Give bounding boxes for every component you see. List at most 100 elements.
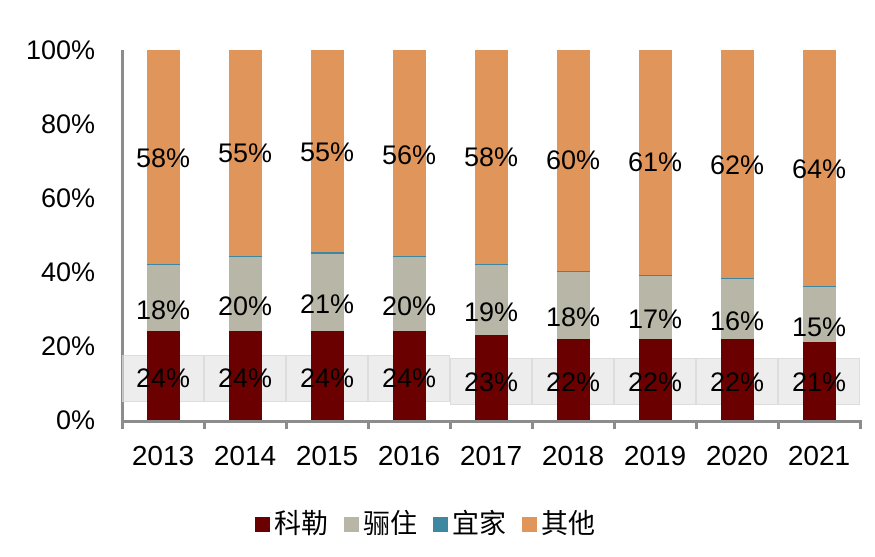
x-tick-mark (777, 420, 780, 429)
bar-segment-骊住 (556, 272, 590, 339)
bar-segment-宜家 (802, 285, 836, 287)
x-tick-label: 2018 (541, 440, 605, 471)
y-tick-label: 0% (55, 405, 95, 435)
bar-segment-科勒 (556, 338, 590, 420)
bar-segment-骊住 (802, 286, 836, 343)
data-label-科勒: 21% (791, 367, 847, 397)
bar-segment-宜家 (310, 252, 344, 254)
x-tick-mark (449, 420, 452, 429)
bar-segment-其他 (392, 50, 426, 257)
data-label-其他: 64% (791, 154, 847, 184)
y-tick-label: 100% (25, 35, 95, 65)
bar-2021 (802, 50, 836, 420)
x-tick-label: 2013 (131, 440, 195, 471)
bar-segment-宜家 (228, 256, 262, 258)
bar-segment-骊住 (310, 253, 344, 332)
data-label-骊住: 16% (709, 306, 765, 336)
data-label-骊住: 18% (545, 302, 601, 333)
data-label-其他: 56% (381, 140, 437, 170)
bar-2017 (474, 50, 508, 420)
bar-segment-其他 (638, 50, 672, 275)
y-axis-line (121, 50, 124, 422)
bar-segment-其他 (802, 50, 836, 286)
bar-segment-其他 (556, 50, 590, 271)
x-tick-mark (367, 420, 370, 429)
y-tick-label: 20% (40, 331, 95, 361)
data-label-科勒: 24% (135, 363, 191, 393)
data-label-其他: 55% (217, 138, 273, 168)
x-tick-label: 2019 (623, 440, 687, 471)
x-tick-mark (531, 420, 534, 429)
bar-segment-科勒 (228, 331, 262, 420)
bar-segment-宜家 (556, 270, 590, 272)
data-label-其他: 58% (463, 142, 519, 172)
x-tick-label: 2020 (705, 440, 769, 471)
bar-2019 (638, 50, 672, 420)
x-tick-label: 2015 (295, 440, 359, 471)
bar-segment-骊住 (392, 257, 426, 332)
data-label-骊住: 20% (381, 291, 437, 322)
bar-segment-科勒 (392, 331, 426, 420)
data-label-科勒: 22% (545, 367, 601, 397)
data-label-骊住: 17% (627, 304, 683, 335)
x-tick-mark (695, 420, 698, 429)
legend-label: 骊住 (363, 509, 417, 539)
bar-segment-科勒 (802, 342, 836, 420)
legend-label: 其他 (541, 509, 595, 539)
legend-item: 宜家 (433, 508, 506, 540)
bar-segment-骊住 (720, 279, 754, 339)
data-label-其他: 62% (709, 150, 765, 180)
bar-segment-科勒 (638, 338, 672, 420)
x-tick-mark (285, 420, 288, 429)
legend-swatch-icon (522, 516, 537, 532)
data-label-科勒: 24% (299, 363, 355, 393)
x-tick-mark (859, 420, 862, 429)
data-label-科勒: 24% (217, 363, 273, 393)
data-label-骊住: 20% (217, 291, 273, 322)
x-tick-mark (203, 420, 206, 429)
bar-segment-科勒 (146, 331, 180, 420)
bar-segment-其他 (228, 50, 262, 257)
legend-item: 科勒 (255, 508, 328, 540)
data-label-科勒: 24% (381, 363, 437, 393)
data-label-骊住: 21% (299, 289, 355, 320)
bar-segment-骊住 (474, 264, 508, 335)
data-label-科勒: 22% (627, 367, 683, 397)
legend-swatch-icon (433, 516, 448, 532)
bar-segment-骊住 (638, 275, 672, 339)
bar-segment-宜家 (638, 274, 672, 276)
bar-segment-其他 (310, 50, 344, 253)
bar-segment-宜家 (146, 263, 180, 265)
bar-segment-其他 (720, 50, 754, 279)
bar-segment-骊住 (146, 264, 180, 332)
y-tick-label: 60% (40, 183, 95, 213)
bar-segment-科勒 (310, 331, 344, 420)
data-label-骊住: 18% (135, 294, 191, 325)
data-label-其他: 60% (545, 145, 601, 175)
bar-segment-科勒 (474, 334, 508, 420)
data-label-骊住: 15% (791, 311, 847, 342)
data-label-骊住: 19% (463, 296, 519, 327)
bar-2018 (556, 50, 590, 420)
x-tick-label: 2017 (459, 440, 523, 471)
x-tick-mark (613, 420, 616, 429)
bar-segment-其他 (474, 50, 508, 264)
bar-2016 (392, 50, 426, 420)
data-label-其他: 61% (627, 147, 683, 177)
data-label-科勒: 22% (709, 367, 765, 397)
legend-swatch-icon (255, 516, 270, 532)
x-tick-mark (121, 420, 124, 429)
x-tick-label: 2014 (213, 440, 277, 471)
bar-segment-宜家 (474, 263, 508, 265)
x-axis-line (121, 420, 860, 423)
y-tick-label: 80% (40, 109, 95, 139)
y-tick-label: 40% (40, 257, 95, 287)
bar-segment-宜家 (392, 256, 426, 258)
legend-swatch-icon (344, 516, 359, 532)
bar-2015 (310, 50, 344, 420)
x-tick-label: 2016 (377, 440, 441, 471)
bar-2020 (720, 50, 754, 420)
bar-segment-骊住 (228, 257, 262, 332)
bar-segment-其他 (146, 50, 180, 264)
